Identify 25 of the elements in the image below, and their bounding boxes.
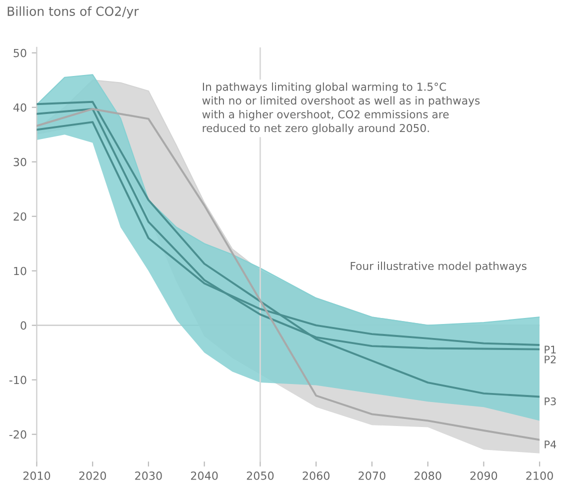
x-tick-label: 2030: [135, 471, 162, 480]
series-label: P1: [544, 346, 556, 354]
y-tick-label: 50: [14, 48, 26, 58]
x-tick-label: 2060: [302, 471, 330, 480]
series-label: P2: [544, 356, 556, 364]
y-tick-label: -20: [9, 430, 26, 439]
y-tick-label: 30: [14, 158, 26, 166]
x-tick-label: 2020: [79, 471, 106, 480]
annotation: In pathways limiting global warming to 1.5°C with no or limited overshoot as well as in pathways with a higher overshoot, CO2 emmissions are reduced to net zero globally around 2050.: [202, 82, 480, 134]
y-tick-label: 40: [13, 103, 26, 112]
x-tick-label: 2010: [23, 471, 50, 480]
x-tick-label: 2080: [414, 471, 442, 480]
y-tick-label: -10: [9, 376, 26, 384]
y-tick-label: 20: [14, 212, 26, 221]
series-label: P4: [544, 440, 556, 448]
x-tick-label: 2070: [358, 471, 386, 480]
annotation: Four illustrative model pathways: [350, 262, 526, 272]
x-tick-label: 2040: [191, 471, 218, 480]
y-tick-label: 10: [14, 266, 26, 276]
y-tick-label: 0: [20, 321, 26, 330]
x-tick-label: 2090: [470, 471, 498, 480]
x-tick-label: 2050: [246, 471, 274, 480]
y-axis-title: Billion tons of CO2/yr: [8, 6, 139, 18]
x-tick-label: 2100: [526, 471, 553, 480]
series-label: P3: [544, 397, 556, 406]
